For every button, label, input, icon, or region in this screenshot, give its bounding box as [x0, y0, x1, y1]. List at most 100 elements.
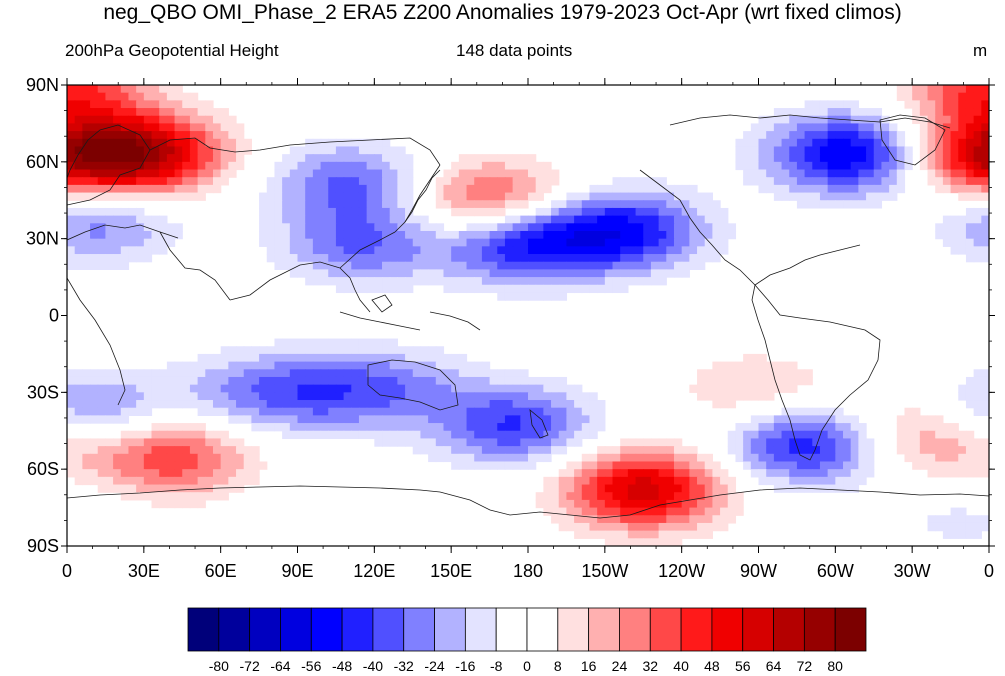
field-cell: [428, 446, 437, 455]
field-cell: [435, 261, 445, 270]
field-cell: [243, 346, 252, 355]
field-cell: [443, 169, 452, 178]
field-cell: [366, 184, 375, 194]
field-cell: [635, 538, 644, 546]
field-cell: [958, 515, 967, 524]
field-cell: [850, 115, 859, 125]
field-cell: [973, 369, 982, 378]
field-cell: [858, 138, 867, 148]
field-cell: [251, 446, 260, 455]
field-cell: [627, 277, 637, 286]
field-cell: [643, 515, 652, 524]
field-cell: [958, 230, 967, 240]
field-cell: [312, 223, 322, 232]
field-cell: [428, 238, 437, 247]
field-cell: [358, 269, 368, 278]
field-cell: [366, 215, 375, 224]
field-cell: [212, 138, 222, 148]
field-cell: [97, 131, 107, 140]
field-cell: [766, 184, 775, 194]
field-cell: [67, 138, 76, 148]
field-cell: [151, 376, 160, 386]
field-cell: [512, 177, 521, 186]
field-cell: [197, 492, 206, 501]
field-cell: [981, 376, 989, 386]
field-cell: [335, 423, 345, 432]
field-cell: [497, 254, 506, 263]
field-cell: [236, 476, 245, 486]
field-cell: [435, 400, 445, 409]
field-cell: [543, 400, 552, 409]
field-cell: [796, 469, 806, 478]
field-cell: [973, 169, 982, 178]
field-cell: [766, 177, 775, 186]
field-cell: [382, 169, 391, 178]
field-cell: [143, 123, 153, 132]
field-cell: [796, 169, 806, 178]
field-cell: [673, 184, 683, 194]
field-cell: [950, 522, 959, 532]
field-cell: [673, 515, 683, 524]
field-cell: [927, 138, 936, 148]
field-cell: [843, 169, 852, 178]
field-cell: [382, 154, 391, 163]
field-cell: [873, 169, 883, 178]
field-cell: [143, 92, 153, 101]
field-cell: [758, 415, 767, 424]
field-cell: [282, 261, 291, 270]
field-cell: [528, 415, 537, 424]
field-cell: [228, 407, 237, 416]
field-cell: [981, 230, 989, 240]
field-cell: [812, 177, 821, 186]
field-cell: [405, 215, 414, 224]
field-cell: [650, 438, 660, 447]
field-cell: [612, 499, 621, 509]
field-cell: [343, 284, 352, 294]
field-cell: [366, 154, 375, 163]
field-cell: [412, 246, 422, 255]
field-cell: [574, 269, 583, 278]
field-cell: [428, 423, 437, 432]
field-cell: [382, 200, 391, 209]
field-cell: [105, 230, 114, 240]
field-cell: [205, 430, 214, 440]
field-cell: [82, 131, 91, 140]
field-cell: [942, 423, 952, 432]
field-cell: [697, 376, 706, 386]
field-cell: [666, 538, 675, 546]
field-cell: [305, 400, 314, 409]
field-cell: [520, 392, 529, 401]
field-cell: [566, 507, 575, 516]
field-cell: [474, 423, 483, 432]
field-cell: [197, 353, 206, 363]
field-cell: [174, 446, 183, 455]
field-cell: [335, 338, 345, 347]
field-cell: [443, 446, 452, 455]
field-cell: [343, 430, 352, 440]
field-cell: [758, 123, 767, 132]
field-cell: [727, 430, 737, 440]
field-cell: [558, 407, 568, 416]
field-cell: [205, 369, 214, 378]
field-cell: [927, 92, 936, 101]
field-cell: [512, 392, 521, 401]
field-cell: [335, 146, 345, 155]
field-cell: [827, 476, 836, 486]
field-cell: [374, 230, 383, 240]
field-cell: [143, 484, 153, 493]
field-cell: [159, 453, 168, 463]
field-cell: [289, 392, 299, 401]
field-cell: [74, 184, 83, 194]
field-cell: [935, 169, 944, 178]
field-cell: [535, 499, 544, 509]
field-cell: [282, 430, 291, 440]
field-cell: [282, 254, 291, 263]
field-cell: [220, 154, 229, 163]
field-cell: [120, 453, 130, 463]
field-cell: [819, 446, 829, 455]
field-cell: [335, 169, 345, 178]
field-cell: [328, 353, 337, 363]
field-cell: [581, 530, 591, 539]
field-cell: [604, 238, 614, 247]
field-cell: [574, 238, 583, 247]
